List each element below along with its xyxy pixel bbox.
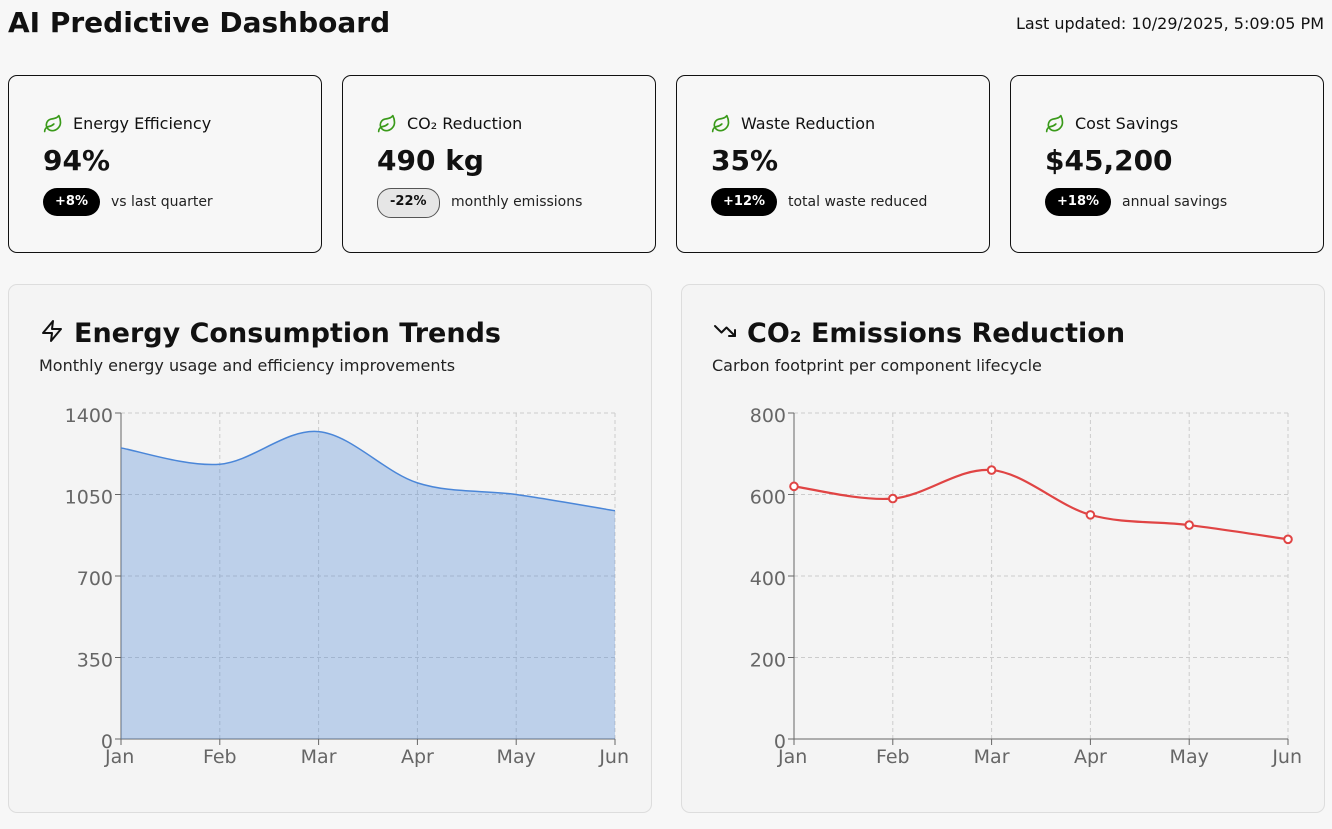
kpi-card: Waste Reduction 35% +12% total waste reduce…	[676, 75, 990, 253]
leaf-icon	[711, 114, 730, 133]
leaf-icon	[377, 114, 396, 133]
x-tick-label: Jun	[1271, 746, 1302, 768]
title-icon	[42, 320, 62, 342]
y-tick-label: 350	[77, 650, 113, 672]
kpi-value: $45,200	[1045, 144, 1173, 177]
x-tick-label: May	[1170, 746, 1209, 768]
y-tick-label: 0	[774, 731, 786, 753]
line	[793, 468, 1289, 541]
x-tick-label: Mar	[974, 746, 1010, 768]
chart: CO₂ Emissions Reduction Carbon footprint …	[712, 318, 1302, 768]
x-tick-label: Feb	[203, 746, 237, 768]
chart-title: Energy Consumption Trends	[74, 318, 501, 349]
kpi-label: Cost Savings	[1075, 114, 1179, 133]
point	[986, 465, 997, 475]
point	[789, 481, 799, 492]
title-icon	[714, 325, 736, 337]
leaf-icon	[1045, 114, 1064, 133]
area-line	[120, 430, 616, 512]
x-tick-label: Jun	[598, 746, 629, 768]
point	[1085, 510, 1096, 520]
x-tick-label: Jan	[104, 746, 134, 768]
chart-panel: CO₂ Emissions Reduction Carbon footprint …	[681, 284, 1325, 813]
kpi-note: annual savings	[1122, 194, 1228, 210]
kpi-label: Waste Reduction	[741, 114, 876, 133]
area	[121, 431, 615, 739]
chart-panel: Energy Consumption Trends Monthly energy …	[8, 284, 652, 813]
kpi-change: +12%	[711, 188, 778, 216]
y-tick-label: 1050	[65, 487, 113, 509]
point	[888, 493, 898, 504]
x-tick-label: Feb	[876, 746, 910, 768]
x-tick-label: Jan	[777, 746, 807, 768]
page-title: AI Predictive Dashboard	[8, 6, 391, 39]
kpi-label: Energy Efficiency	[73, 114, 212, 133]
kpi-note: vs last quarter	[111, 194, 213, 210]
kpi-value: 35%	[711, 144, 779, 177]
chart: Energy Consumption Trends Monthly energy …	[39, 318, 629, 768]
x-tick-label: May	[497, 746, 536, 768]
kpi-note: total waste reduced	[788, 194, 928, 210]
chart-subtitle: Monthly energy usage and efficiency impr…	[39, 356, 455, 375]
kpi-card: CO₂ Reduction 490 kg -22% monthly emissions	[342, 75, 656, 253]
leaf-icon	[43, 114, 62, 133]
y-tick-label: 400	[750, 568, 786, 590]
kpi-change: -22%	[377, 188, 440, 218]
kpi-label: CO₂ Reduction	[407, 114, 523, 133]
y-tick-label: 0	[101, 731, 113, 753]
kpi-card: Cost Savings $45,200 +18% annual savings	[1010, 75, 1324, 253]
point	[1184, 520, 1195, 530]
chart-title: CO₂ Emissions Reduction	[747, 318, 1125, 349]
kpi-change: +18%	[1045, 188, 1112, 216]
y-tick-label: 1400	[65, 405, 113, 427]
kpi-value: 94%	[43, 144, 111, 177]
point	[1283, 534, 1293, 545]
y-tick-label: 800	[750, 405, 786, 427]
x-tick-label: Apr	[401, 746, 434, 768]
last-updated: Last updated: 10/29/2025, 5:09:05 PM	[1015, 14, 1324, 33]
kpi-card: Energy Efficiency 94% +8% vs last quarter	[8, 75, 322, 253]
kpi-note: monthly emissions	[451, 194, 583, 210]
kpi-change: +8%	[43, 188, 100, 216]
chart-subtitle: Carbon footprint per component lifecycle	[712, 356, 1042, 375]
y-tick-label: 600	[750, 487, 786, 509]
x-tick-label: Apr	[1074, 746, 1107, 768]
y-tick-label: 200	[750, 650, 786, 672]
y-tick-label: 700	[77, 568, 113, 590]
kpi-value: 490 kg	[377, 144, 484, 177]
x-tick-label: Mar	[301, 746, 337, 768]
